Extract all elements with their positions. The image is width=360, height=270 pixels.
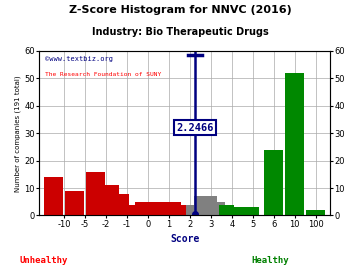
Bar bbox=[285, 73, 304, 215]
Bar bbox=[104, 185, 119, 215]
Bar bbox=[167, 202, 181, 215]
Bar bbox=[135, 202, 150, 215]
Text: ©www.textbiz.org: ©www.textbiz.org bbox=[45, 56, 113, 62]
Bar bbox=[244, 207, 259, 215]
Bar bbox=[306, 210, 325, 215]
Text: The Research Foundation of SUNY: The Research Foundation of SUNY bbox=[45, 72, 161, 77]
Text: Industry: Bio Therapeutic Drugs: Industry: Bio Therapeutic Drugs bbox=[92, 27, 268, 37]
Bar bbox=[219, 204, 234, 215]
Text: Unhealthy: Unhealthy bbox=[19, 256, 67, 265]
Bar bbox=[211, 202, 225, 215]
Bar bbox=[177, 204, 192, 215]
Bar bbox=[156, 202, 171, 215]
Bar bbox=[44, 177, 63, 215]
Bar bbox=[125, 204, 140, 215]
Bar bbox=[146, 202, 161, 215]
Bar bbox=[264, 150, 283, 215]
Bar bbox=[114, 194, 129, 215]
Bar bbox=[186, 204, 201, 215]
Y-axis label: Number of companies (191 total): Number of companies (191 total) bbox=[15, 75, 22, 191]
Text: Healthy: Healthy bbox=[251, 256, 289, 265]
Bar bbox=[65, 191, 84, 215]
Bar bbox=[202, 196, 217, 215]
Text: Z-Score Histogram for NNVC (2016): Z-Score Histogram for NNVC (2016) bbox=[69, 5, 291, 15]
Bar bbox=[86, 172, 105, 215]
Text: 2.2466: 2.2466 bbox=[176, 123, 214, 133]
Bar bbox=[236, 207, 251, 215]
X-axis label: Score: Score bbox=[170, 234, 199, 244]
Bar bbox=[228, 207, 242, 215]
Bar bbox=[194, 196, 209, 215]
